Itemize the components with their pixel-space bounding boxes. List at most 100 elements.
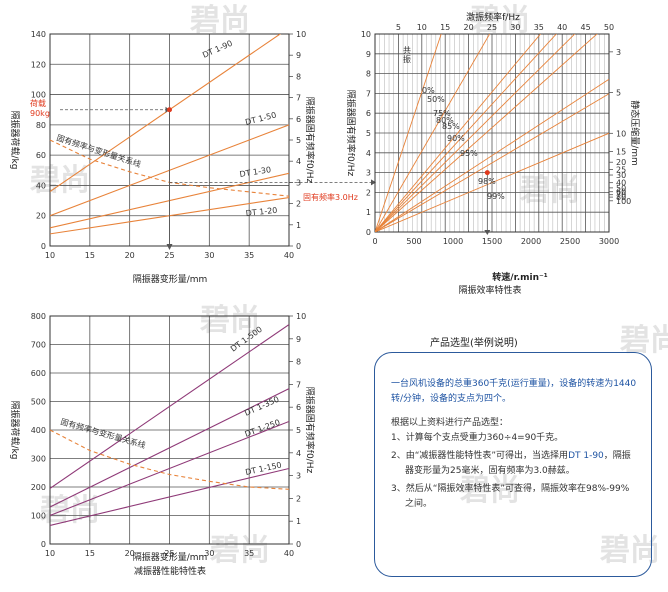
chart-1-y2tick-8: 8: [296, 72, 301, 81]
chart-3-ytick-0: 0: [41, 540, 46, 549]
chart-2-top-tick-9: 50: [604, 23, 614, 32]
chart-2-y2tick-10: 70: [616, 191, 626, 200]
chart-1-y2tick-10: 10: [296, 30, 306, 39]
chart-3-xtick-4: 30: [204, 549, 214, 558]
chart-3-xtick-6: 40: [284, 549, 294, 558]
chart-2-eff-line-7: [375, 93, 609, 232]
chart-2-eff-line-5: [375, 34, 598, 232]
chart-2-top-label: 激振频率f/Hz: [466, 11, 520, 23]
chart-2-y2label: 静态压缩量/mm: [629, 100, 641, 166]
chart-2-eff-line-6: [375, 78, 609, 232]
chart-3-xtick-0: 10: [45, 549, 55, 558]
watermark-5: 碧尚: [40, 493, 100, 528]
chart-3-series-1: [50, 388, 289, 508]
watermark-6: 碧尚: [210, 533, 270, 568]
chart-3-ylabel: 隔振器荷载/kg: [9, 401, 21, 460]
chart-3-series-3: [50, 467, 289, 527]
chart-3-series-label-1: DT 1-350: [243, 395, 280, 418]
chart-1-y2tick-7: 7: [296, 94, 301, 103]
chart-2-ytick-1: 1: [366, 208, 371, 217]
chart-2-resonance-label-2: 振: [403, 54, 411, 64]
chart-2-y2tick-2: 10: [616, 129, 626, 138]
chart-1-freq-arrow: [371, 179, 376, 186]
chart-2-caption: 隔振效率特性表: [458, 284, 521, 296]
chart-1-y2tick-6: 6: [296, 115, 301, 124]
chart-2-top-tick-6: 35: [534, 23, 544, 32]
chart-1-ytick-4: 80: [36, 121, 46, 130]
chart-2-ytick-10: 10: [361, 30, 371, 39]
info-step-2-c: ，隔振器变形量为25毫米，固有频率为3.0赫兹。: [405, 451, 631, 476]
chart-2-top-tick-4: 25: [487, 23, 497, 32]
chart-1-y2tick-0: 0: [296, 242, 301, 251]
chart-1-ylabel: 隔振器荷载/kg: [9, 111, 21, 170]
chart-2-ytick-6: 6: [366, 109, 371, 118]
chart-1-ytick-6: 120: [31, 60, 46, 69]
watermark-3: 碧尚: [200, 303, 260, 338]
chart-2-y2tick-4: 20: [616, 158, 626, 167]
chart-2-resonance-label-1: 共: [403, 46, 411, 55]
chart-1-ytick-0: 0: [41, 242, 46, 251]
info-step-3: 3、然后从“隔振效率特性表”可查得，隔振效率在98%-99%之间。: [391, 484, 630, 509]
chart-2-top-tick-3: 20: [464, 23, 474, 32]
chart-1-ytick-5: 100: [31, 91, 46, 100]
chart-1-freq-label: 固有频率3.0Hz: [303, 192, 358, 202]
chart-2-eff-label-6: 95%: [460, 149, 478, 158]
chart-2-top-tick-1: 10: [417, 23, 427, 32]
chart-2-xtick-2: 1000: [443, 237, 463, 246]
chart-2-xtick-6: 3000: [599, 237, 619, 246]
info-paragraph-2: 根据以上资料进行产品选型：: [391, 418, 509, 428]
chart-2-eff-line-8: [375, 132, 609, 232]
chart-3-y2tick-0: 0: [296, 540, 301, 549]
chart-2-eff-line-4: [375, 34, 576, 232]
chart-2-eff-label-3: 80%: [436, 116, 454, 125]
chart-3-y2tick-1: 1: [296, 517, 301, 526]
chart-1-ytick-2: 40: [36, 181, 46, 190]
chart-1-xtick-5: 35: [244, 251, 254, 260]
chart-2-eff-line-1: [375, 34, 491, 232]
chart-2-y2tick-9: 60: [616, 188, 626, 197]
chart-3-caption: 减振器性能特性表: [134, 565, 206, 577]
watermark-1: 碧尚: [190, 3, 250, 38]
selection-example-box: 一台风机设备的总重360千克(运行重量)，设备的转速为1440转/分钟，设备的支…: [374, 352, 652, 577]
chart-1-y2tick-3: 3: [296, 178, 301, 187]
chart-1-xtick-2: 20: [125, 251, 135, 260]
info-paragraph-1: 一台风机设备的总重360千克(运行重量)，设备的转速为1440转/分钟，设备的支…: [391, 379, 637, 404]
chart-1-ytick-1: 20: [36, 212, 46, 221]
watermark-0: 碧尚: [30, 163, 90, 198]
chart-2-y2tick-8: 50: [616, 184, 626, 193]
chart-3-xtick-3: 25: [164, 549, 174, 558]
chart-2-y2tick-6: 30: [616, 171, 626, 180]
chart-2-top-tick-5: 30: [510, 23, 520, 32]
chart-2-ytick-0: 0: [366, 228, 371, 237]
chart-2-xtick-4: 2000: [521, 237, 541, 246]
chart-2-eff-label-2: 75%: [433, 109, 451, 118]
chart-3-y2tick-10: 10: [296, 312, 306, 321]
chart-1-ytick-7: 140: [31, 30, 46, 39]
chart-2-ytick-2: 2: [366, 188, 371, 197]
chart-2-xtick-3: 1500: [482, 237, 502, 246]
chart-3-y2label: 隔振器固有频率f0/Hz: [304, 387, 316, 474]
chart-1-y2tick-1: 1: [296, 221, 301, 230]
chart-1-load-label-1: 荷载: [30, 98, 46, 108]
chart-3-y2tick-3: 3: [296, 472, 301, 481]
chart-2-ytick-8: 8: [366, 70, 371, 79]
chart-3-ytick-8: 800: [31, 312, 46, 321]
chart-2-ytick-3: 3: [366, 169, 371, 178]
chart-2-eff-line-2: [375, 34, 542, 232]
chart-3-xtick-1: 15: [85, 549, 95, 558]
watermark-7: 碧尚: [460, 473, 520, 508]
chart-2-rpm-arrow: [484, 230, 491, 235]
chart-2-ylabel: 隔振器固有频率f0/Hz: [345, 90, 357, 177]
chart-2-eff-label-8: 99%: [487, 192, 505, 201]
chart-1-load-label-2: 90kg: [30, 109, 50, 118]
chart-1-xtick-4: 30: [204, 251, 214, 260]
chart-2-y2tick-5: 25: [616, 166, 626, 175]
chart-1-ytick-3: 60: [36, 151, 46, 160]
info-step-2-a: 2、由“减振器性能特性表”可得出，当选择用: [391, 451, 569, 461]
chart-3-y2tick-5: 5: [296, 426, 301, 435]
chart-1-xtick-3: 25: [164, 251, 174, 260]
watermark-4: 碧尚: [520, 173, 580, 208]
chart-3-series-0: [50, 324, 289, 489]
chart-1-y2tick-4: 4: [296, 157, 301, 166]
